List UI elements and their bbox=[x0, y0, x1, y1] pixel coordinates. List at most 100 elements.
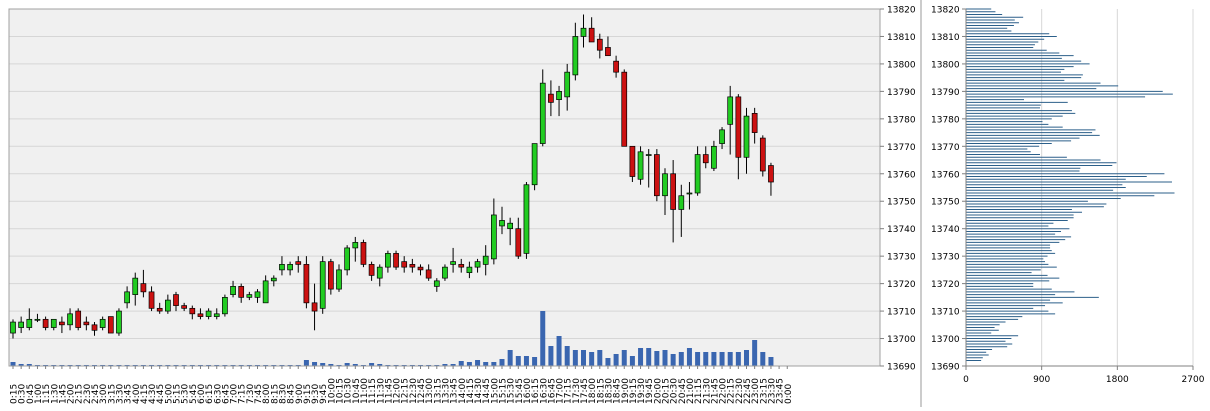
volume-bar bbox=[670, 354, 676, 366]
candle bbox=[319, 256, 326, 314]
candle bbox=[189, 305, 196, 320]
time-tick-label: 15:00 bbox=[490, 378, 500, 404]
candle bbox=[148, 286, 155, 312]
candle-body bbox=[173, 294, 179, 306]
candle bbox=[246, 291, 253, 301]
candle bbox=[385, 250, 391, 273]
candle-body bbox=[189, 307, 196, 315]
profile-x-tick-label: 1800 bbox=[1106, 375, 1129, 385]
time-tick-label: 17:45 bbox=[580, 378, 590, 404]
profile-y-tick-label: 13770 bbox=[931, 143, 960, 153]
time-tick-label: 2:00 bbox=[67, 384, 77, 404]
candle-body bbox=[148, 291, 155, 309]
volume-bar bbox=[768, 357, 774, 366]
candle-body bbox=[34, 318, 41, 321]
volume-bar bbox=[26, 364, 32, 366]
candle-body bbox=[26, 318, 33, 328]
time-tick-label: 12:00 bbox=[393, 378, 403, 404]
time-tick-label: 15:45 bbox=[515, 378, 525, 404]
volume-bar bbox=[369, 363, 375, 366]
profile-y-tick-label: 13760 bbox=[931, 170, 960, 180]
candle bbox=[230, 280, 236, 298]
time-tick-label: 10:15 bbox=[336, 378, 346, 404]
candle-body bbox=[254, 291, 261, 298]
candle bbox=[279, 256, 285, 276]
time-tick-label: 0:30 bbox=[18, 384, 28, 404]
volume-bar bbox=[621, 350, 627, 366]
time-tick-label: 4:45 bbox=[156, 384, 166, 404]
candle-body bbox=[613, 60, 619, 73]
candle-body bbox=[621, 71, 628, 147]
volume-bar bbox=[499, 359, 505, 366]
candle-body bbox=[523, 184, 530, 254]
candle bbox=[466, 261, 473, 279]
candle-body bbox=[91, 324, 98, 331]
volume-bar bbox=[589, 352, 595, 366]
time-tick-label: 6:15 bbox=[205, 384, 215, 404]
volume-bar bbox=[507, 350, 513, 366]
time-tick-label: 12:30 bbox=[409, 378, 419, 404]
candle-body bbox=[156, 307, 163, 312]
candle-body bbox=[491, 214, 497, 260]
time-tick-label: 18:30 bbox=[604, 378, 614, 404]
time-tick-label: 8:15 bbox=[270, 384, 280, 404]
candle bbox=[531, 143, 538, 191]
volume-bar bbox=[320, 363, 326, 366]
candle-body bbox=[670, 173, 677, 210]
candle-body bbox=[116, 310, 122, 334]
candle bbox=[417, 264, 424, 276]
candle-body bbox=[629, 145, 636, 177]
candle bbox=[442, 264, 448, 281]
time-tick-label: 13:45 bbox=[450, 378, 460, 404]
time-tick-label: 4:15 bbox=[140, 384, 150, 404]
time-tick-label: 5:30 bbox=[181, 384, 191, 404]
volume-bar bbox=[654, 351, 660, 366]
candle-body bbox=[596, 38, 603, 51]
time-tick-label: 20:30 bbox=[670, 378, 680, 404]
candle-body bbox=[694, 154, 701, 194]
time-tick-label: 15:15 bbox=[499, 378, 509, 404]
price-tick-label: 13730 bbox=[887, 253, 916, 263]
profile-x-tick-label: 0 bbox=[963, 375, 969, 385]
candle bbox=[254, 289, 261, 303]
candle bbox=[156, 302, 163, 314]
candle bbox=[735, 94, 742, 180]
time-tick-label: 14:30 bbox=[474, 378, 484, 404]
candle-body bbox=[295, 261, 302, 265]
candle bbox=[213, 308, 220, 320]
candle-body bbox=[75, 310, 82, 328]
volume-bar bbox=[605, 358, 611, 366]
candle bbox=[368, 261, 375, 281]
volume-bar bbox=[328, 364, 334, 366]
time-tick-label: 7:45 bbox=[254, 384, 264, 404]
volume-bar bbox=[646, 348, 652, 366]
time-tick-label: 9:00 bbox=[295, 384, 305, 404]
time-tick-label: 17:15 bbox=[564, 378, 574, 404]
time-tick-label: 4:00 bbox=[132, 384, 142, 404]
candle-body bbox=[205, 310, 212, 317]
candle-body bbox=[702, 154, 709, 164]
candle bbox=[303, 256, 310, 309]
time-tick-label: 13:00 bbox=[425, 378, 435, 404]
candle bbox=[425, 264, 432, 281]
volume-bar bbox=[515, 356, 521, 366]
time-tick-label: 11:00 bbox=[360, 378, 370, 404]
profile-y-tick-label: 13780 bbox=[931, 115, 960, 125]
time-tick-label: 4:30 bbox=[148, 384, 158, 404]
candle bbox=[743, 107, 750, 174]
candle-body bbox=[531, 143, 538, 186]
candle bbox=[491, 198, 497, 265]
volume-bar bbox=[312, 362, 318, 366]
candle-body bbox=[213, 313, 220, 317]
candle-body bbox=[287, 264, 293, 271]
candle bbox=[548, 80, 554, 117]
candle bbox=[719, 127, 725, 150]
volume-bar bbox=[532, 357, 538, 366]
candle bbox=[124, 286, 130, 309]
profile-y-tick-label: 13810 bbox=[931, 33, 960, 43]
time-tick-label: 1:00 bbox=[34, 384, 44, 404]
profile-y-tick-label: 13690 bbox=[931, 363, 960, 373]
time-tick-label: 18:00 bbox=[588, 378, 598, 404]
